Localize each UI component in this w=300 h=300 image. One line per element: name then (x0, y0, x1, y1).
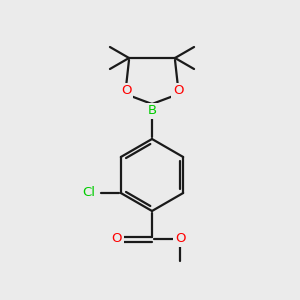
Text: O: O (173, 85, 183, 98)
Text: O: O (112, 232, 122, 245)
Text: O: O (175, 232, 185, 245)
Text: B: B (147, 104, 157, 118)
Text: O: O (121, 85, 131, 98)
Text: Cl: Cl (82, 187, 95, 200)
